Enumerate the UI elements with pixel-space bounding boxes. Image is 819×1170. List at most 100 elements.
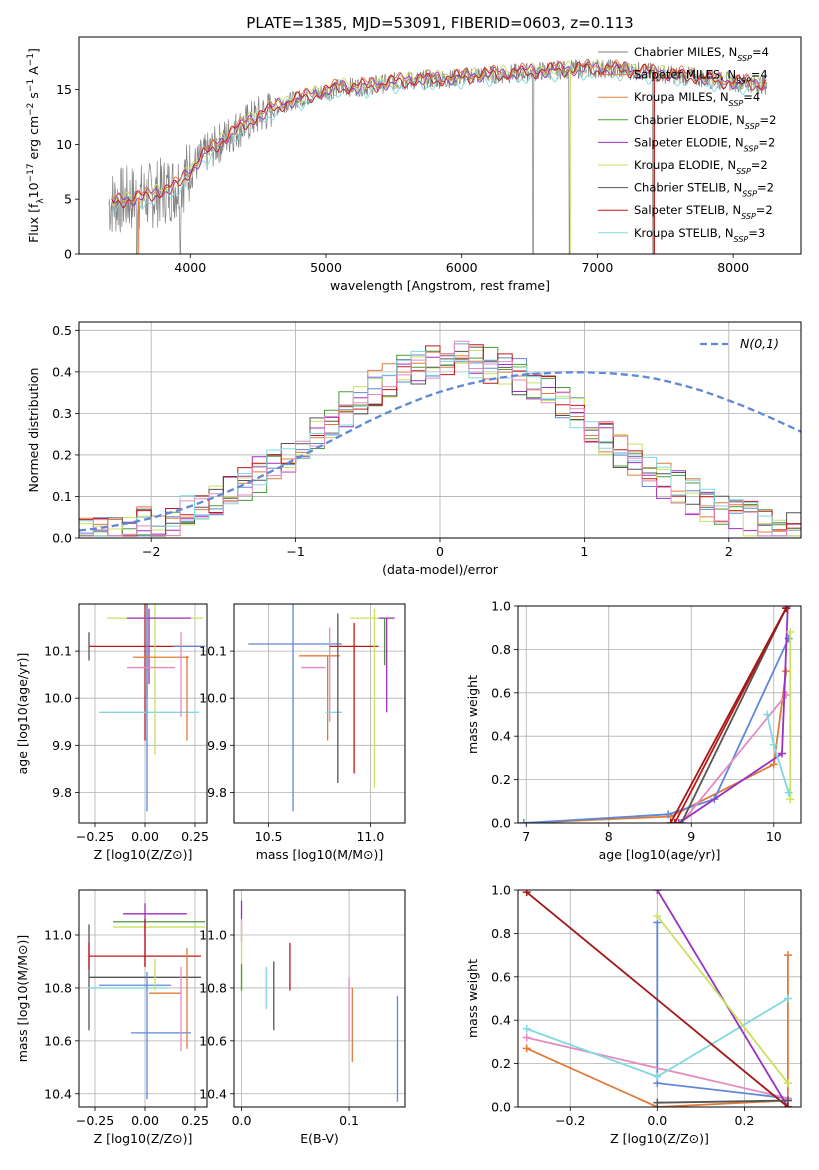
y-axis-label: mass [log10(M/M⊙)] [15, 935, 30, 1063]
mass-weight-point [677, 819, 686, 823]
legend-label: Kroupa MILES, NSSP=4 [634, 90, 760, 108]
y-axis-label-part: ] [26, 48, 41, 53]
y-tick-label: 0.3 [52, 406, 72, 421]
mass-weight-point [784, 788, 793, 797]
y-tick-label: 0.4 [52, 364, 72, 379]
plot-area [522, 890, 792, 1107]
legend-label-part: =2 [756, 203, 773, 217]
x-tick-label: 9 [687, 829, 695, 844]
y-tick-label: 9.8 [207, 785, 227, 800]
x-tick-label: 10.5 [255, 829, 283, 844]
legend-label-part: SSP [737, 54, 752, 63]
x-tick-label: 2 [725, 544, 733, 559]
y-tick-label: 0.0 [52, 531, 72, 546]
y-axis-label-part: s [26, 92, 41, 103]
y-tick-label: 0.1 [52, 489, 72, 504]
mass-weight-line [680, 694, 787, 823]
legend-label: Kroupa ELODIE, NSSP=2 [634, 158, 768, 176]
legend-label-part: Chabrier MILES, N [634, 45, 737, 59]
mass-weight-point [786, 795, 795, 804]
chart-spectrum: 4000 5000 6000 7000 8000 0 5 10 15 wavelength [An… [26, 36, 802, 293]
mass-weight-line [680, 607, 787, 823]
y-tick-label: 0.2 [491, 772, 511, 787]
mass-weight-point [783, 1096, 792, 1105]
y-tick-label: 0.2 [52, 447, 72, 462]
chart-residuals: −2 −1 0 1 2 0.0 0.1 0.2 0.3 0.4 0.5 (data-model)/er… [26, 321, 802, 577]
legend-label-part: SSP [742, 189, 757, 198]
mass-weight-line [523, 670, 787, 823]
x-tick-label: 0.00 [131, 1113, 159, 1128]
y-axis-label: mass weight [465, 675, 480, 754]
legend-label-part: Salpeter MILES, N [634, 68, 736, 82]
spectrum-model-line [111, 61, 767, 206]
histogram-step-line [79, 351, 801, 537]
legend-label: Chabrier STELIB, NSSP=2 [634, 181, 774, 199]
mass-weight-point [763, 710, 772, 719]
axes-frame [517, 889, 802, 1108]
y-axis-label-part: λ [36, 198, 46, 204]
y-tick-label: 0.2 [491, 1056, 511, 1071]
y-axis-label-part: Flux [ [26, 208, 41, 243]
mass-weight-point [522, 1044, 531, 1053]
histogram-step-line [79, 340, 801, 537]
legend-label-part: =2 [760, 113, 777, 127]
mass-weight-point [522, 1024, 531, 1033]
x-tick-label: 0.00 [131, 829, 159, 844]
x-tick-label: −2 [142, 544, 160, 559]
mass-weight-point [786, 628, 795, 637]
y-tick-label: 15 [56, 82, 72, 97]
y-axis-label-part: 10 [26, 182, 41, 198]
x-axis-label: (data-model)/error [382, 562, 499, 577]
axes-frame [78, 603, 208, 824]
y-tick-label: 0.0 [491, 816, 511, 831]
legend-label-part: SSP [729, 99, 744, 108]
mass-weight-line [657, 1099, 788, 1104]
legend-label-part: SSP [736, 76, 751, 85]
x-axis-label: Z [log10(Z/Z⊙)] [610, 1131, 709, 1146]
mass-weight-point [653, 1098, 662, 1107]
x-axis-label: age [log10(age/yr)] [599, 847, 721, 862]
y-tick-label: 10.6 [199, 1033, 227, 1048]
mass-weight-line [656, 915, 789, 1084]
y-tick-label: 10.1 [199, 644, 227, 659]
mass-weight-point [653, 890, 662, 894]
y-tick-label: 0.8 [491, 926, 511, 941]
legend-label-part: =4 [743, 90, 760, 104]
y-tick-label: 0.0 [491, 1100, 511, 1115]
x-tick-label: 0.0 [647, 1113, 667, 1128]
mass-weight-point [522, 1033, 531, 1042]
y-tick-label: 10.8 [44, 980, 72, 995]
plot-area [240, 900, 399, 1102]
x-tick-label: 8 [605, 829, 613, 844]
mass-weight-point [783, 951, 792, 960]
legend-label-part: SSP [741, 212, 756, 221]
spectrum-model-line [111, 61, 767, 209]
y-axis-label: age [log10(age/yr)] [15, 653, 30, 775]
legend-label: Salpeter STELIB, NSSP=2 [634, 203, 773, 221]
x-tick-label: 6000 [446, 260, 478, 275]
histogram-step-line [79, 350, 801, 537]
y-axis-label: Flux [fλ10−17 erg cm−2 s−1 A−1] [26, 48, 46, 243]
legend-label-part: SSP [745, 121, 760, 130]
x-tick-label: 0.1 [339, 1113, 359, 1128]
spectrum-model-line [111, 58, 767, 204]
y-tick-label: 10 [56, 137, 72, 152]
spectrum-data-line [108, 58, 768, 254]
axes-frame [78, 889, 208, 1108]
x-tick-label: 0.0 [232, 1113, 252, 1128]
y-tick-label: 0.4 [491, 729, 511, 744]
y-tick-label: 0.6 [491, 685, 511, 700]
x-tick-label: −1 [286, 544, 304, 559]
y-tick-label: 1.0 [491, 883, 511, 898]
y-axis-label-part: erg cm [26, 116, 41, 164]
axes-frame [78, 36, 802, 255]
y-tick-label: 10.0 [199, 691, 227, 706]
legend-label-part: Salpeter ELODIE, N [634, 135, 744, 149]
x-tick-label: 11.0 [356, 829, 384, 844]
normal-reference-curve [79, 371, 801, 532]
axes-frame [517, 605, 802, 824]
legend-label-part: Chabrier ELODIE, N [634, 113, 745, 127]
legend-label-part: Chabrier STELIB, N [634, 181, 742, 195]
y-tick-label: 0 [64, 247, 72, 262]
figure-title: PLATE=1385, MJD=53091, FIBERID=0603, z=0… [246, 14, 633, 32]
